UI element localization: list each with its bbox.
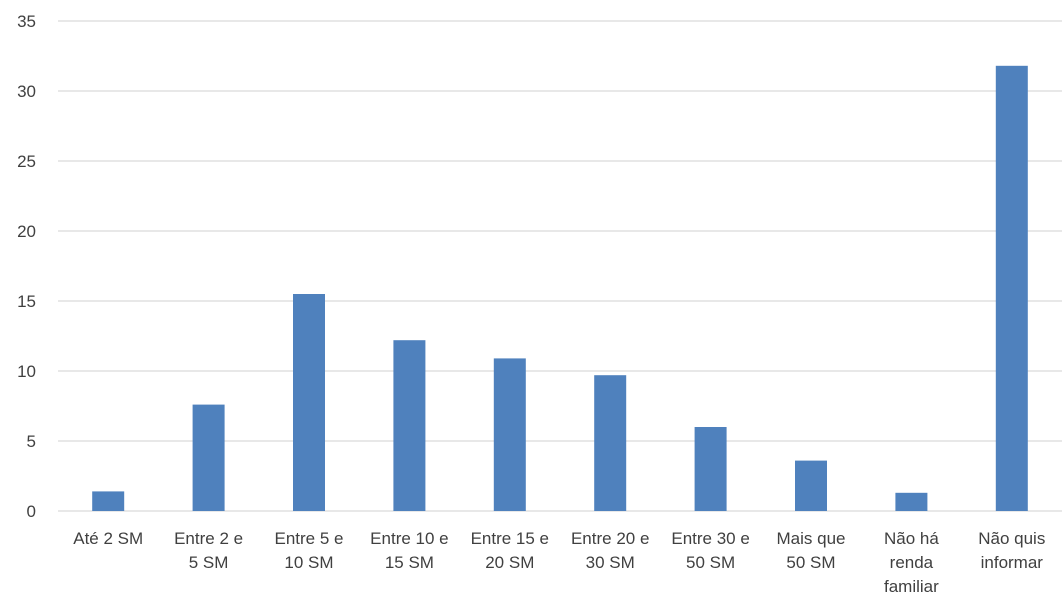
bar-5: [493, 358, 526, 511]
bar-2: [192, 404, 225, 511]
x-category-label-line: Não quis: [978, 529, 1045, 548]
x-category-label: Entre 15 e 20 SM: [471, 529, 549, 572]
y-tick-label: 15: [17, 292, 36, 311]
x-category-label: Entre 30 e 50 SM: [671, 529, 749, 572]
bar-4: [393, 340, 426, 511]
x-category-label: Não quis informar: [978, 529, 1045, 572]
bar-3: [293, 294, 325, 511]
x-category-label: Entre 10 e 15 SM: [370, 529, 448, 572]
x-category-label-line: 10 SM: [284, 553, 333, 572]
bar-1: [92, 491, 125, 511]
y-tick-label: 20: [17, 222, 36, 241]
x-category-label-line: Entre 15 e: [471, 529, 549, 548]
gridlines: [58, 20, 1062, 512]
x-category-label: Mais que 50 SM: [777, 529, 846, 572]
x-category-label-line: 50 SM: [686, 553, 735, 572]
y-tick-label: 25: [17, 152, 36, 171]
x-category-label: Até 2 SM: [73, 529, 143, 548]
x-category-label-line: 20 SM: [485, 553, 534, 572]
x-category-label: Entre 2 e 5 SM: [174, 529, 243, 572]
x-category-label-line: renda: [890, 553, 934, 572]
x-category-label: Entre 5 e 10 SM: [275, 529, 344, 572]
x-category-label-line: informar: [981, 553, 1044, 572]
x-category-label-line: Até 2 SM: [73, 529, 143, 548]
y-tick-label: 0: [27, 502, 36, 521]
bar-8: [795, 460, 827, 511]
x-category-label-line: Não há: [884, 529, 939, 548]
x-category-label-line: Entre 5 e: [275, 529, 344, 548]
x-category-label-line: Entre 20 e: [571, 529, 649, 548]
x-category-label-line: Entre 30 e: [671, 529, 749, 548]
x-category-label-line: Mais que: [777, 529, 846, 548]
x-category-label-line: Entre 2 e: [174, 529, 243, 548]
x-category-label-line: 15 SM: [385, 553, 434, 572]
bar-7: [694, 427, 727, 511]
y-axis-tick-labels: 0 5 10 15 20 25 30 35: [17, 12, 36, 521]
x-category-label: Não há renda familiar: [884, 529, 939, 596]
bar-6: [594, 375, 627, 511]
y-tick-label: 35: [17, 12, 36, 31]
bars: [92, 65, 1028, 512]
y-tick-label: 30: [17, 82, 36, 101]
x-category-label-line: 30 SM: [586, 553, 635, 572]
x-category-label-line: familiar: [884, 577, 939, 596]
y-tick-label: 5: [27, 432, 36, 451]
x-category-label-line: Entre 10 e: [370, 529, 448, 548]
y-tick-label: 10: [17, 362, 36, 381]
x-category-label-line: 50 SM: [786, 553, 835, 572]
bar-10: [995, 65, 1028, 512]
x-category-label-line: 5 SM: [189, 553, 229, 572]
bar-9: [895, 492, 928, 511]
x-category-label: Entre 20 e 30 SM: [571, 529, 649, 572]
